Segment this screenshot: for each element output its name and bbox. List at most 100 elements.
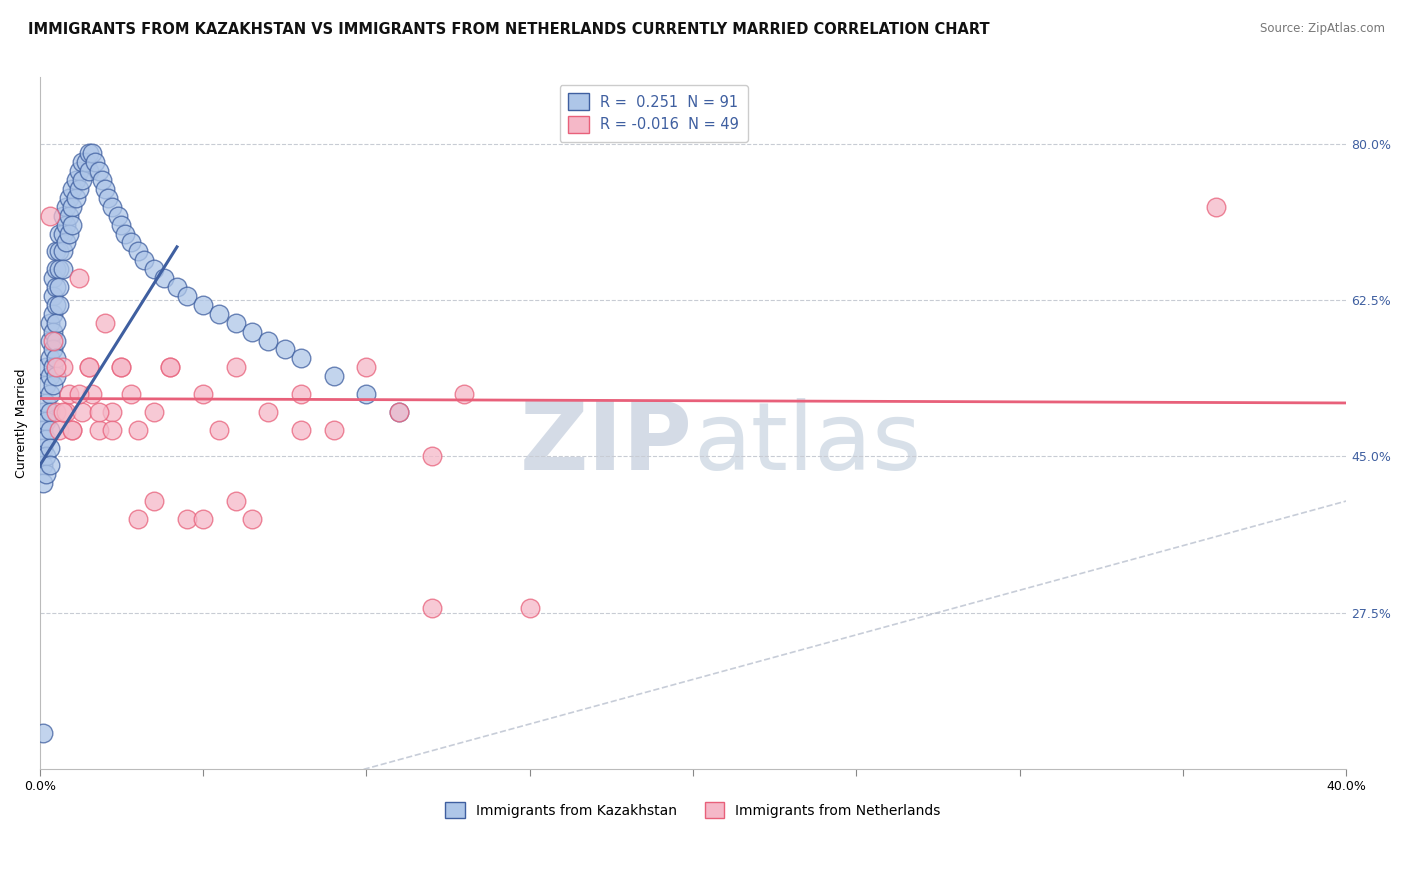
Point <box>87 423 110 437</box>
Point <box>48 227 70 241</box>
Point <box>32 458 55 473</box>
Point <box>55 235 77 250</box>
Point <box>45 351 67 366</box>
Point <box>143 262 166 277</box>
Point <box>45 244 67 259</box>
Point <box>48 423 70 437</box>
Point <box>77 360 100 375</box>
Point <box>42 307 65 321</box>
Point <box>225 316 247 330</box>
Point <box>58 227 80 241</box>
Point <box>240 325 263 339</box>
Point <box>38 441 60 455</box>
Point <box>191 387 214 401</box>
Point <box>176 289 198 303</box>
Point <box>100 200 122 214</box>
Point <box>80 146 103 161</box>
Point <box>107 209 129 223</box>
Point <box>420 450 443 464</box>
Text: Source: ZipAtlas.com: Source: ZipAtlas.com <box>1260 22 1385 36</box>
Point <box>87 164 110 178</box>
Point <box>32 441 55 455</box>
Point <box>55 218 77 232</box>
Legend: Immigrants from Kazakhstan, Immigrants from Netherlands: Immigrants from Kazakhstan, Immigrants f… <box>440 797 946 824</box>
Point <box>35 396 58 410</box>
Point <box>67 271 90 285</box>
Point <box>42 378 65 392</box>
Point <box>52 405 75 419</box>
Point <box>225 360 247 375</box>
Point <box>42 325 65 339</box>
Point <box>176 512 198 526</box>
Point <box>32 405 55 419</box>
Point <box>45 369 67 384</box>
Point <box>127 512 149 526</box>
Point <box>62 423 84 437</box>
Point <box>388 405 411 419</box>
Point <box>257 405 280 419</box>
Point <box>77 360 100 375</box>
Point <box>65 191 87 205</box>
Point <box>45 298 67 312</box>
Point <box>45 334 67 348</box>
Point <box>166 280 188 294</box>
Point <box>38 405 60 419</box>
Point <box>143 405 166 419</box>
Point <box>1205 200 1227 214</box>
Point <box>48 262 70 277</box>
Point <box>127 244 149 259</box>
Point <box>65 173 87 187</box>
Text: atlas: atlas <box>693 398 921 490</box>
Point <box>38 458 60 473</box>
Point <box>240 512 263 526</box>
Point <box>38 351 60 366</box>
Point <box>420 601 443 615</box>
Point <box>52 209 75 223</box>
Point <box>42 271 65 285</box>
Point <box>94 316 117 330</box>
Point <box>100 405 122 419</box>
Point <box>75 155 97 169</box>
Text: IMMIGRANTS FROM KAZAKHSTAN VS IMMIGRANTS FROM NETHERLANDS CURRENTLY MARRIED CORR: IMMIGRANTS FROM KAZAKHSTAN VS IMMIGRANTS… <box>28 22 990 37</box>
Point <box>52 262 75 277</box>
Point <box>322 369 344 384</box>
Point <box>356 387 378 401</box>
Text: ZIP: ZIP <box>520 398 693 490</box>
Point <box>127 423 149 437</box>
Point <box>72 405 94 419</box>
Point <box>84 155 107 169</box>
Point <box>55 200 77 214</box>
Point <box>32 476 55 491</box>
Point <box>97 191 120 205</box>
Point <box>42 343 65 357</box>
Point <box>38 423 60 437</box>
Point <box>290 351 312 366</box>
Point <box>45 316 67 330</box>
Point <box>120 235 142 250</box>
Point <box>67 182 90 196</box>
Point <box>45 360 67 375</box>
Point <box>62 200 84 214</box>
Point <box>35 378 58 392</box>
Point <box>42 334 65 348</box>
Point <box>257 334 280 348</box>
Point <box>42 289 65 303</box>
Point <box>388 405 411 419</box>
Point <box>38 334 60 348</box>
Point <box>274 343 297 357</box>
Point <box>62 423 84 437</box>
Point <box>77 164 100 178</box>
Point <box>48 298 70 312</box>
Point <box>80 387 103 401</box>
Point <box>90 173 112 187</box>
Point <box>191 512 214 526</box>
Point <box>32 726 55 740</box>
Point <box>77 146 100 161</box>
Point <box>55 405 77 419</box>
Point <box>52 244 75 259</box>
Point <box>110 360 132 375</box>
Point <box>94 182 117 196</box>
Point <box>58 191 80 205</box>
Point <box>519 601 541 615</box>
Point <box>52 360 75 375</box>
